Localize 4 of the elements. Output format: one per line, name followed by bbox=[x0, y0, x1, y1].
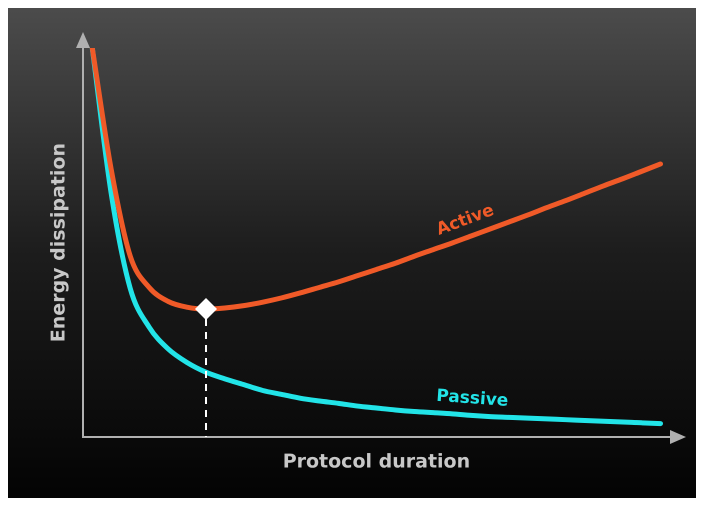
text: Active bbox=[434, 200, 497, 240]
x-axis-title: Protocol duration bbox=[282, 450, 470, 473]
series-label: Passive bbox=[436, 386, 510, 411]
y-axis-title: Energy dissipation bbox=[47, 143, 70, 342]
